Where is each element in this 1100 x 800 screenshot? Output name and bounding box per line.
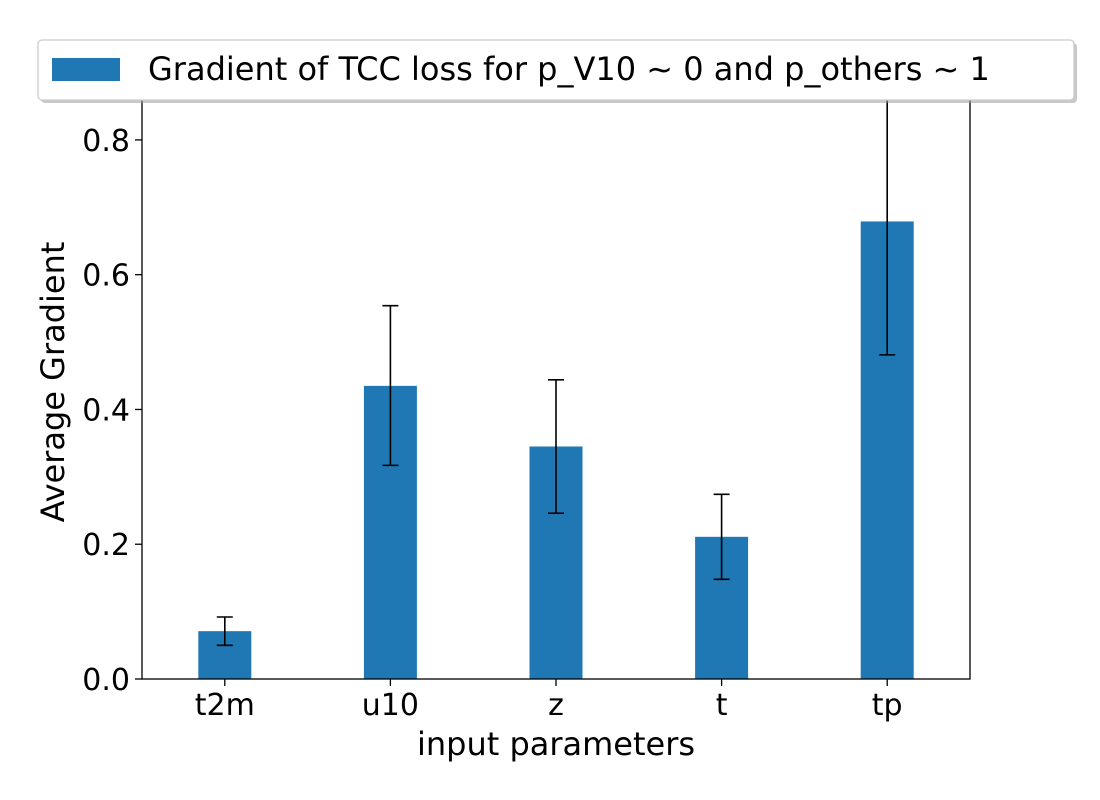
y-tick-label-4: 0.8	[82, 124, 130, 159]
x-tick-label-t2m: t2m	[195, 688, 255, 723]
x-tick-label-t: t	[716, 688, 728, 723]
x-tick-label-z: z	[548, 688, 564, 723]
x-axis-title: input parameters	[417, 725, 695, 763]
legend-swatch	[52, 58, 120, 81]
x-axis: t2m u10 z t tp	[195, 679, 903, 723]
error-bar-t	[713, 493, 730, 581]
legend: Gradient of TCC loss for p_V10 ~ 0 and p…	[37, 39, 1077, 103]
y-tick-label-3: 0.6	[82, 259, 130, 294]
legend-frame	[37, 39, 1075, 101]
y-tick-label-2: 0.4	[82, 393, 130, 428]
x-tick-label-tp: tp	[872, 688, 903, 723]
error-bar-t2m	[216, 616, 233, 647]
error-bar-u10	[382, 304, 399, 467]
y-axis: 0.0 0.2 0.4 0.6 0.8	[82, 124, 142, 698]
x-tick-label-u10: u10	[362, 688, 419, 723]
y-tick-label-0: 0.0	[82, 663, 130, 698]
y-tick-label-1: 0.2	[82, 528, 130, 563]
error-bar-z	[548, 379, 564, 515]
y-axis-title: Average Gradient	[34, 242, 72, 523]
legend-label: Gradient of TCC loss for p_V10 ~ 0 and p…	[148, 50, 990, 88]
